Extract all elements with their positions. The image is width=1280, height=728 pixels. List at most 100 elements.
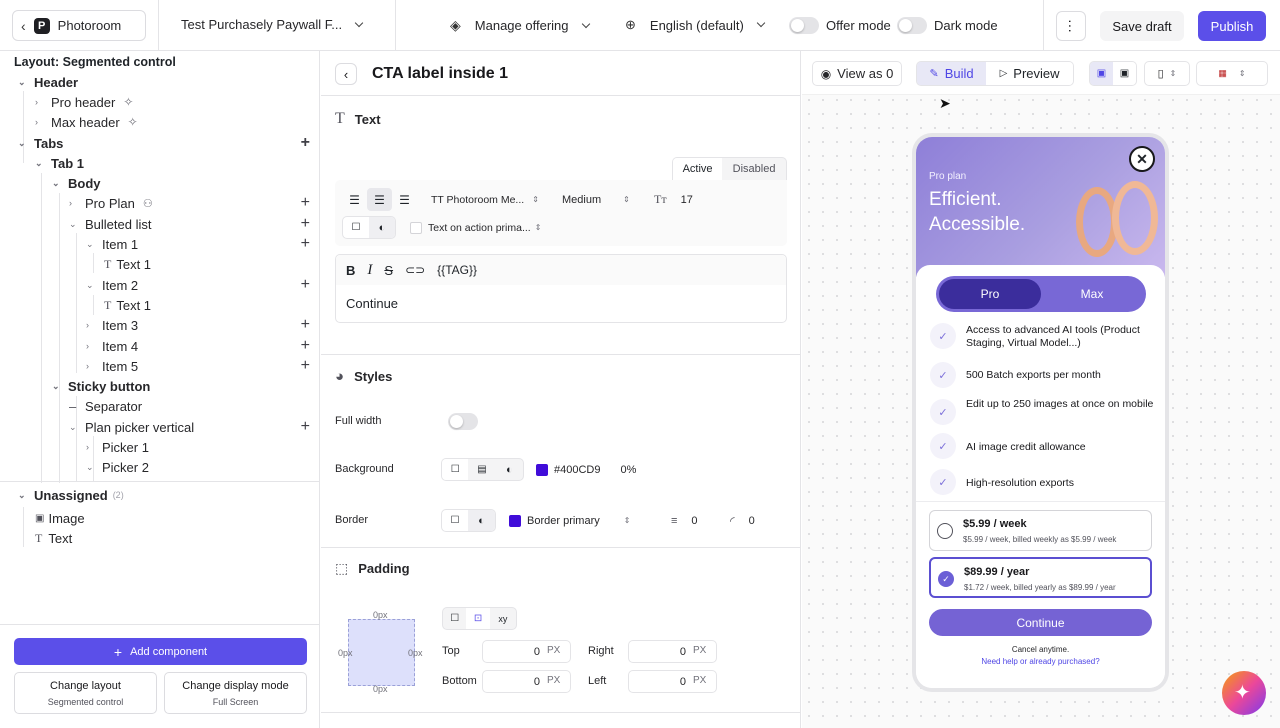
border-width-input[interactable]: ≡ 0 <box>663 509 713 532</box>
tree-item-picker-1[interactable]: › Picker 1 <box>86 437 149 457</box>
add-child-icon[interactable]: + <box>300 337 310 354</box>
plan-option-weekly[interactable]: $5.99 / week $5.99 / week, billed weekly… <box>929 510 1152 551</box>
back-to-home-button[interactable]: ‹ P Photoroom <box>12 10 146 41</box>
solid-color-icon[interactable]: ☐ <box>351 222 361 233</box>
padding-bottom-input[interactable]: 0 <box>482 670 571 693</box>
palette-icon[interactable]: ◐ <box>468 510 495 531</box>
solid-fill-icon[interactable]: ☐ <box>442 459 469 480</box>
tree-item-bulleted-list[interactable]: ⌄ Bulleted list + <box>69 214 318 234</box>
styles-section-header[interactable]: ◕ Styles <box>335 368 392 385</box>
add-child-icon[interactable]: + <box>300 418 310 435</box>
text-section-header[interactable]: T Text <box>335 110 381 128</box>
tree-item-picker-2[interactable]: ⌄ Picker 2 <box>86 457 149 477</box>
rich-text-content[interactable]: Continue <box>346 296 399 311</box>
align-center-icon[interactable]: ☰ <box>367 188 392 211</box>
offer-mode-toggle[interactable] <box>789 17 819 34</box>
tab-max[interactable]: Max <box>1080 287 1104 301</box>
text-color-select[interactable]: Text on action prima... ⇕ <box>407 216 553 239</box>
padding-right-input[interactable]: 0 <box>628 640 717 663</box>
padding-xy-button[interactable]: xy <box>498 613 508 624</box>
change-layout-button[interactable]: Change layout Segmented control <box>14 672 157 714</box>
font-size-input[interactable]: Tт 17 <box>648 188 706 211</box>
tree-item-header[interactable]: ⌄ Header <box>18 72 78 92</box>
tree-item-separator[interactable]: – Separator <box>69 396 142 416</box>
link-icon[interactable]: ⊂⊃ <box>405 263 426 277</box>
insert-tag-button[interactable]: {{TAG}} <box>437 263 477 277</box>
tree-unassigned[interactable]: ⌄ Unassigned (2) <box>18 485 124 505</box>
change-display-mode-button[interactable]: Change display mode Full Screen <box>164 672 307 714</box>
strikethrough-icon[interactable]: S <box>384 262 394 278</box>
font-family-select[interactable]: TT Photoroom Me... ⇕ <box>421 188 543 211</box>
padding-top-input[interactable]: 0 <box>482 640 571 663</box>
chevron-down-icon: ⌄ <box>35 157 43 168</box>
light-theme-icon[interactable]: ▣ <box>1090 62 1113 85</box>
publish-button[interactable]: Publish <box>1198 11 1266 41</box>
add-child-icon[interactable]: + <box>300 235 310 252</box>
more-options-button[interactable]: ··· <box>1056 11 1086 41</box>
manage-offering-dropdown[interactable]: ◈ Manage offering <box>450 17 590 34</box>
add-child-icon[interactable]: + <box>300 215 310 232</box>
padding-left-input[interactable]: 0 <box>628 670 717 693</box>
ai-assistant-button[interactable]: ✦ <box>1222 671 1266 715</box>
bold-icon[interactable]: B <box>346 262 356 278</box>
tree-item-sticky-button[interactable]: ⌄ Sticky button <box>52 376 150 396</box>
tree-item-item-5[interactable]: › Item 5 + <box>86 356 318 376</box>
tab-pro[interactable]: Pro <box>939 279 1041 309</box>
tree-item-item-2[interactable]: ⌄ Item 2 + <box>86 275 318 295</box>
tree-item-body[interactable]: ⌄ Body <box>52 173 101 193</box>
background-opacity[interactable]: 0% <box>620 463 637 476</box>
preview-tab[interactable]: ▷ Preview <box>986 62 1073 85</box>
tree-item-pro-plan[interactable]: › Pro Plan ⚇ + <box>69 193 318 213</box>
cta-continue-button[interactable]: Continue <box>929 609 1152 636</box>
tree-item-pro-header[interactable]: › Pro header ✧ <box>35 92 133 112</box>
help-link[interactable]: Need help or already purchased? <box>981 657 1100 666</box>
full-width-toggle[interactable] <box>448 413 478 430</box>
image-fill-icon[interactable]: ▤ <box>477 464 487 475</box>
tree-item-text-1b[interactable]: T Text 1 <box>104 295 151 315</box>
border-radius-input[interactable]: ◜ 0 <box>724 509 774 532</box>
save-draft-button[interactable]: Save draft <box>1100 11 1184 41</box>
tree-item-tabs[interactable]: ⌄ Tabs + <box>18 133 318 153</box>
add-child-icon[interactable]: + <box>300 194 310 211</box>
add-child-icon[interactable]: + <box>300 316 310 333</box>
tree-item-text[interactable]: T Text <box>35 528 72 548</box>
font-weight-select[interactable]: Medium ⇕ <box>551 188 633 211</box>
palette-icon[interactable]: ◐ <box>369 217 395 238</box>
palette-icon[interactable]: ◐ <box>506 463 513 476</box>
add-child-icon[interactable]: + <box>300 276 310 293</box>
background-color-input[interactable]: #400CD9 0% <box>532 458 642 481</box>
state-disabled-tab[interactable]: Disabled <box>732 163 776 175</box>
dark-theme-icon[interactable]: ▣ <box>1113 62 1136 85</box>
project-selector[interactable]: Test Purchasely Paywall F... <box>181 17 364 32</box>
padding-individual-icon[interactable]: ⊡ <box>466 608 490 629</box>
padding-section-header[interactable]: ⬚ Padding <box>335 560 410 577</box>
tree-item-plan-picker-vertical[interactable]: ⌄ Plan picker vertical + <box>69 417 318 437</box>
tree-item-image[interactable]: ▣ Image <box>35 508 85 528</box>
tree-item-tab-1[interactable]: ⌄ Tab 1 <box>35 153 84 173</box>
tree-item-text-1[interactable]: T Text 1 <box>104 254 151 274</box>
plan-option-yearly[interactable]: ✓ $89.99 / year $1.72 / week, billed yea… <box>929 557 1152 598</box>
add-component-button[interactable]: + Add component <box>14 638 307 665</box>
view-as-button[interactable]: ◉ View as 0 <box>812 61 902 86</box>
border-color-select[interactable]: Border primary ⇕ <box>504 509 654 532</box>
dark-mode-toggle[interactable] <box>897 17 927 34</box>
build-tab[interactable]: ✎ Build <box>917 62 987 85</box>
add-child-icon[interactable]: + <box>300 134 310 151</box>
align-right-icon[interactable]: ☰ <box>399 192 410 207</box>
tree-item-item-3[interactable]: › Item 3 + <box>86 315 318 335</box>
align-left-icon[interactable]: ☰ <box>349 192 360 207</box>
italic-icon[interactable]: I <box>367 261 373 278</box>
device-select[interactable]: ▯ ⇕ <box>1144 61 1190 86</box>
add-child-icon[interactable]: + <box>300 357 310 374</box>
tree-item-max-header[interactable]: › Max header ✧ <box>35 112 138 132</box>
solid-border-icon[interactable]: ☐ <box>450 515 460 526</box>
tree-item-item-1[interactable]: ⌄ Item 1 + <box>86 234 318 254</box>
padding-all-icon[interactable]: ☐ <box>450 613 460 624</box>
tree-item-label: Body <box>68 175 101 191</box>
back-button[interactable]: ‹ <box>335 63 357 85</box>
language-dropdown[interactable]: ⊕ English (default) <box>625 17 766 33</box>
close-button[interactable]: ✕ <box>1129 146 1155 172</box>
tree-item-item-4[interactable]: › Item 4 + <box>86 336 318 356</box>
platform-select[interactable]: ▦ ⇕ <box>1196 61 1268 86</box>
state-active-tab[interactable]: Active <box>673 158 723 180</box>
